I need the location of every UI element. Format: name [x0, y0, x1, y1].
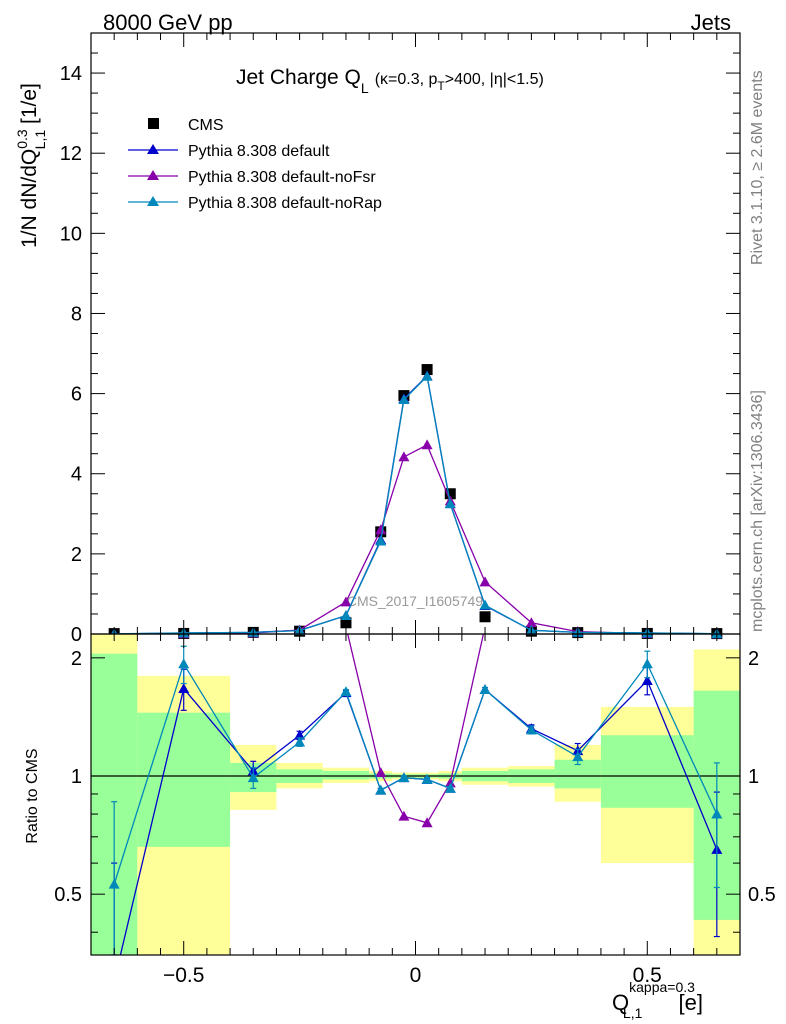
- ytick-label-7: 14: [60, 63, 82, 85]
- legend-label-cms: CMS: [188, 117, 224, 134]
- cms-point-7: [421, 364, 433, 376]
- ratio-point-2-7: [421, 817, 433, 828]
- xlabel-main: Q: [612, 990, 629, 1015]
- energy-label: 8000 GeV pp: [103, 10, 233, 35]
- xtick-label-2: 0.5: [633, 964, 662, 987]
- source-label: mcplots.cern.ch [arXiv:1306.3436]: [749, 390, 766, 632]
- ratio-point-3-8: [444, 782, 456, 793]
- ratio-point-3-4: [340, 686, 352, 697]
- series-2-point-6: [398, 451, 410, 462]
- ratio-point-3-5: [375, 784, 387, 795]
- xlabel-sup: kappa=0.3: [629, 979, 695, 995]
- ratio-point-3-1: [178, 658, 190, 669]
- ratio-ytick-label-right-0: 0.5: [748, 884, 776, 906]
- legend-label-norap: Pythia 8.308 default-noRap: [188, 195, 382, 212]
- ratio-point-2-5: [375, 767, 387, 778]
- series-line-3: [114, 375, 717, 635]
- series-3-point-4: [340, 610, 352, 620]
- cms-point-8: [444, 488, 456, 500]
- xlabel-sub: L,1: [623, 1005, 643, 1021]
- ytick-label-6: 12: [60, 143, 82, 165]
- ratio-ytick-label-left-1: 1: [71, 766, 82, 788]
- series-2-point-4: [340, 596, 352, 607]
- ratio-point-2-8: [444, 777, 456, 788]
- ratio-ylabel: Ratio to CMS: [24, 748, 41, 843]
- legend: CMS Pythia 8.308 default Pythia 8.308 de…: [128, 117, 382, 212]
- green-band-1: [137, 712, 231, 847]
- legend-marker-nofsr: [147, 170, 159, 180]
- series-3-point-7: [421, 370, 433, 381]
- title-main-sub: L: [361, 80, 369, 96]
- title-paren-open: (κ=0.3, p: [375, 71, 438, 88]
- title-paren-sub: T: [437, 79, 445, 93]
- ytick-label-1: 2: [71, 544, 82, 566]
- cms-point-4: [340, 617, 352, 629]
- ytick-label-0: 0: [71, 624, 82, 646]
- ratio-plot: [91, 634, 740, 955]
- cms-point-9: [479, 611, 491, 623]
- ratio-point-3-6: [398, 772, 410, 783]
- series-3-point-8: [444, 498, 456, 509]
- series-2-point-10: [525, 617, 537, 628]
- ratio-point-3-11: [572, 751, 584, 762]
- ratio-point-1-1: [178, 683, 190, 693]
- ratio-point-1-12: [641, 675, 653, 685]
- ratio-point-3-9: [479, 684, 491, 694]
- ytick-label-2: 4: [71, 464, 82, 486]
- main-ylabel: 1/N dN/dQ0.3 L,1 [1/e]: [14, 83, 48, 248]
- ratio-point-3-10: [525, 724, 537, 735]
- legend-label-default: Pythia 8.308 default: [188, 143, 330, 160]
- xlabel: Qkappa=0.3 L,1 [e]: [612, 979, 703, 1021]
- series-3-point-5: [375, 535, 387, 546]
- series-2-point-9: [479, 576, 491, 587]
- legend-label-nofsr: Pythia 8.308 default-noFsr: [188, 169, 376, 186]
- ratio-ytick-label-right-2: 2: [748, 648, 759, 670]
- ratio-point-3-7: [421, 773, 433, 784]
- rivet-version-label: Rivet 3.1.10, ≥ 2.6M events: [749, 70, 766, 265]
- legend-marker-cms: [148, 118, 159, 129]
- ratio-line-3: [113, 662, 718, 885]
- green-band-12: [600, 735, 694, 808]
- ratio-point-3-0: [108, 878, 120, 889]
- ylabel-pre: 1/N dN/dQ: [18, 149, 41, 248]
- series-3-point-6: [398, 394, 410, 405]
- ratio-point-3-12: [641, 658, 653, 669]
- series-2-point-5: [375, 524, 387, 535]
- ytick-label-3: 6: [71, 384, 82, 406]
- xtick-label-1: 0: [410, 964, 422, 987]
- series-3-point-9: [479, 599, 491, 610]
- ratio-point-3-3: [294, 736, 306, 747]
- ratio-ytick-label-left-0: 0.5: [54, 884, 82, 906]
- ylabel-post: [1/e]: [18, 83, 41, 130]
- ratio-ytick-label-right-1: 1: [748, 766, 759, 788]
- series-2-point-7: [421, 439, 433, 450]
- ratio-series-group: [108, 634, 723, 955]
- ratio-point-1-3: [294, 729, 306, 740]
- title-paren-close: >400, |η|<1.5): [445, 71, 544, 88]
- ylabel-sup: 0.3: [14, 129, 30, 149]
- green-band-4: [322, 770, 370, 780]
- chart-title: Jet Charge QL (κ=0.3, pT>400, |η|<1.5): [236, 66, 544, 96]
- ratio-point-3-13: [711, 808, 723, 819]
- ratio-point-2-6: [398, 810, 410, 821]
- analysis-watermark: CMS_2017_I1605749: [347, 593, 483, 609]
- ytick-label-4: 8: [71, 303, 82, 325]
- xlabel-post: [e]: [672, 990, 703, 1015]
- ratio-line-2: [347, 634, 485, 824]
- ratio-point-3-2: [247, 772, 259, 783]
- legend-marker-default: [147, 144, 159, 154]
- ratio-ytick-label-left-2: 2: [71, 648, 82, 670]
- title-main: Jet Charge Q: [236, 66, 361, 89]
- ylabel-sub: L,1: [32, 130, 48, 150]
- ytick-label-5: 10: [60, 223, 82, 245]
- legend-marker-norap: [147, 196, 159, 206]
- category-label: Jets: [691, 10, 731, 35]
- xtick-label-0: −0.5: [163, 964, 204, 987]
